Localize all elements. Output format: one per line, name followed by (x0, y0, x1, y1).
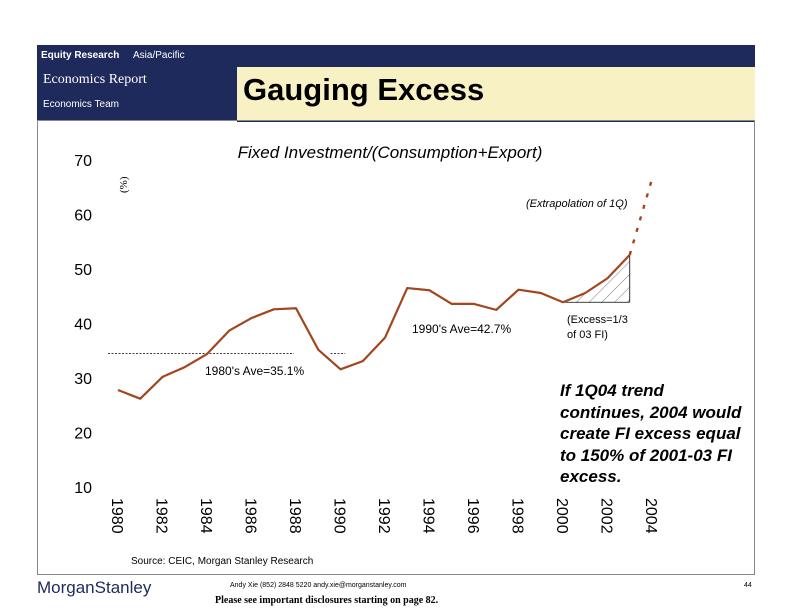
x-tick-label: 2000 (553, 498, 570, 534)
chart-frame (37, 120, 755, 575)
extrapolation-label: (Extrapolation of 1Q) (526, 198, 628, 210)
x-tick-label: 1996 (464, 498, 481, 534)
y-axis-label: (%) (118, 176, 130, 193)
excess-region (563, 254, 630, 303)
x-tick-label: 1986 (242, 498, 259, 534)
y-tick-label: 70 (74, 153, 92, 170)
source-note: Source: CEIC, Morgan Stanley Research (131, 556, 314, 567)
morgan-stanley-logo: MorganStanley (37, 578, 151, 598)
x-tick-label: 1992 (375, 498, 392, 534)
y-tick-label: 50 (74, 262, 92, 279)
region-label: Asia/Pacific (133, 50, 185, 61)
callout-text: If 1Q04 trend continues, 2004 would crea… (560, 381, 742, 486)
extrapolation-line (628, 178, 654, 256)
y-tick-label: 10 (74, 480, 92, 497)
logo-text: MorganStanley (37, 578, 152, 597)
chart-title: Fixed Investment/(Consumption+Export) (238, 143, 543, 162)
page-title: Gauging Excess (243, 72, 485, 107)
x-tick-label: 1980 (108, 498, 125, 534)
x-tick-label: 1988 (286, 498, 303, 534)
x-tick-label: 1994 (420, 498, 437, 534)
x-tick-label: 2002 (598, 498, 615, 534)
research-banner: Equity Research Asia/Pacific (37, 45, 755, 67)
footer-disclosure: Please see important disclosures startin… (215, 595, 439, 606)
report-header-panel (37, 67, 237, 120)
title-panel (237, 67, 755, 122)
report-name: Economics Report (43, 72, 147, 87)
x-tick-label: 1990 (331, 498, 348, 534)
excess-label-line1: (Excess=1/3 (567, 314, 628, 326)
y-tick-label: 60 (74, 208, 92, 225)
page-number: 44 (744, 582, 752, 589)
y-tick-label: 30 (74, 371, 92, 388)
team-name: Economics Team (43, 99, 119, 110)
x-tick-label: 1998 (509, 498, 526, 534)
y-tick-label: 20 (74, 426, 92, 443)
excess-label-line2: of 03 FI) (567, 329, 608, 341)
x-tick-label: 1984 (197, 498, 214, 534)
avg-1990s-label: 1990's Ave=42.7% (412, 322, 511, 336)
research-label: Equity Research (41, 50, 120, 61)
y-tick-label: 40 (74, 317, 92, 334)
series-line (117, 254, 631, 400)
x-tick-label: 2004 (642, 498, 659, 534)
avg-1980s-label: 1980's Ave=35.1% (205, 364, 304, 378)
x-tick-label: 1982 (153, 498, 170, 534)
footer-contact: Andy Xie (852) 2848 5220 andy.xie@morgan… (230, 582, 407, 589)
